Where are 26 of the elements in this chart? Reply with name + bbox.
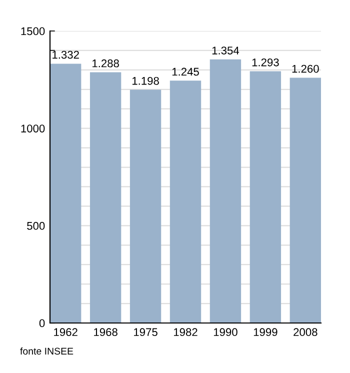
source-note: fonte INSEE bbox=[20, 347, 74, 355]
bar bbox=[130, 90, 162, 323]
x-tick-label: 1962 bbox=[54, 328, 78, 336]
data-label: 1.288 bbox=[92, 59, 119, 68]
x-tick-label: 2008 bbox=[294, 328, 318, 336]
data-label: 1.198 bbox=[132, 76, 159, 85]
data-label: 1.332 bbox=[52, 50, 79, 59]
bar bbox=[90, 72, 122, 323]
data-label: 1.293 bbox=[252, 58, 279, 66]
x-tick-label: 1975 bbox=[134, 328, 158, 336]
y-tick-label: 1500 bbox=[21, 27, 45, 36]
bar bbox=[210, 59, 242, 323]
x-tick-label: 1968 bbox=[94, 328, 118, 336]
bar bbox=[50, 64, 82, 323]
y-tick-label: 500 bbox=[27, 222, 45, 230]
y-tick-label: 1000 bbox=[21, 124, 45, 132]
x-tick-label: 1999 bbox=[254, 328, 278, 336]
data-label: 1.354 bbox=[212, 46, 240, 54]
x-tick-label: 1990 bbox=[214, 328, 238, 336]
bar bbox=[250, 71, 282, 323]
bar bbox=[290, 78, 321, 323]
x-tick-label: 1982 bbox=[174, 328, 198, 336]
data-label: 1.260 bbox=[292, 64, 319, 73]
data-label: 1.245 bbox=[172, 68, 199, 76]
y-tick-label: 0 bbox=[39, 319, 45, 328]
bar bbox=[170, 80, 202, 323]
